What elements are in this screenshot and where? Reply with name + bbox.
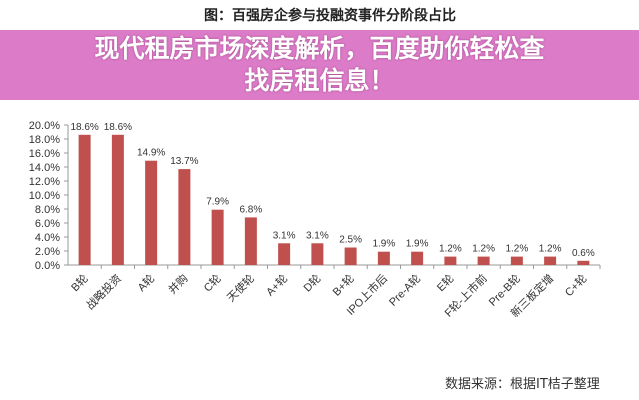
data-label: 18.6% — [104, 122, 132, 133]
data-label: 1.9% — [372, 239, 395, 250]
x-tick-label: B+轮 — [329, 271, 356, 298]
y-tick-label: 4.0% — [35, 232, 60, 244]
y-tick-label: 2.0% — [35, 246, 60, 258]
data-label: 14.9% — [137, 148, 165, 159]
y-tick-label: 14.0% — [29, 162, 60, 174]
bar — [311, 243, 324, 265]
bar — [178, 169, 191, 265]
data-label: 1.9% — [406, 239, 429, 250]
x-tick-label: 并购 — [165, 271, 190, 296]
data-source: 数据来源：根据IT桔子整理 — [445, 377, 600, 392]
bar — [244, 217, 257, 265]
y-tick-label: 12.0% — [29, 176, 60, 188]
y-tick-label: 0.0% — [35, 260, 60, 272]
data-label: 1.2% — [472, 244, 495, 255]
headline-banner: 现代租房市场深度解析，百度助你轻松查 找房租信息！ — [0, 30, 639, 100]
x-tick-label: C+轮 — [562, 271, 590, 299]
data-label: 2.5% — [339, 235, 362, 246]
bar — [411, 251, 424, 265]
bar — [377, 251, 390, 265]
x-tick-label: C轮 — [200, 271, 223, 294]
bar — [78, 134, 91, 265]
bar — [344, 247, 357, 265]
y-tick-label: 16.0% — [29, 148, 60, 160]
data-label: 3.1% — [273, 230, 296, 241]
x-tick-label: A轮 — [134, 271, 157, 294]
data-label: 6.8% — [239, 204, 262, 215]
data-label: 1.2% — [539, 244, 562, 255]
x-tick-label: D轮 — [300, 271, 323, 294]
bar — [544, 256, 557, 265]
y-tick-label: 20.0% — [29, 120, 60, 132]
bar — [211, 209, 224, 265]
bar — [477, 256, 490, 265]
banner-line-2: 找房租信息！ — [244, 66, 395, 95]
data-label: 18.6% — [70, 122, 98, 133]
y-tick-label: 8.0% — [35, 204, 60, 216]
banner-line-1: 现代租房市场深度解析，百度助你轻松查 — [94, 34, 545, 63]
bar — [577, 260, 590, 265]
data-label: 0.6% — [572, 248, 595, 259]
bar — [444, 256, 457, 265]
y-tick-label: 10.0% — [29, 190, 60, 202]
bar — [145, 160, 158, 265]
bar — [278, 243, 291, 265]
x-tick-label: B轮 — [68, 271, 91, 294]
bar — [111, 134, 124, 265]
x-tick-label: 天使轮 — [224, 271, 257, 304]
x-tick-label: 战略投资 — [83, 271, 124, 312]
data-label: 1.2% — [505, 244, 528, 255]
y-tick-label: 18.0% — [29, 134, 60, 146]
data-label: 13.7% — [170, 156, 198, 167]
x-tick-label: A+轮 — [263, 271, 290, 298]
chart-title: 图：百强房企参与投融资事件分阶段占比 — [204, 7, 456, 24]
x-tick-label: E轮 — [434, 271, 457, 294]
data-label: 3.1% — [306, 230, 329, 241]
bar — [510, 256, 523, 265]
x-tick-label: Pre-A轮 — [386, 271, 424, 309]
data-label: 1.2% — [439, 244, 462, 255]
y-tick-label: 6.0% — [35, 218, 60, 230]
data-label: 7.9% — [206, 197, 229, 208]
